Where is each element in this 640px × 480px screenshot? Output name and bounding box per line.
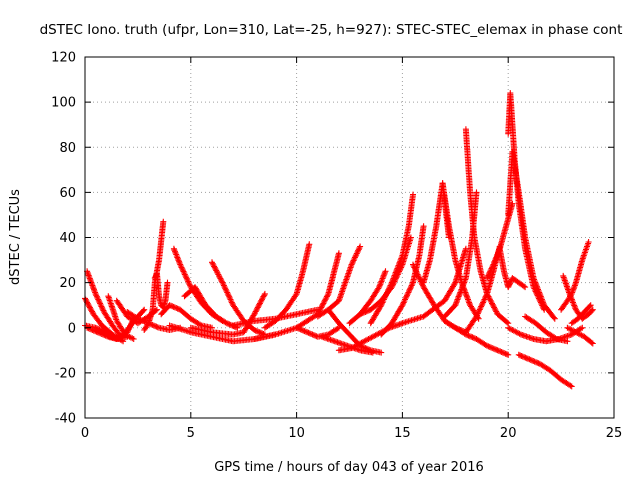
series-marker-path — [230, 306, 321, 329]
data-series-trace — [293, 324, 342, 340]
series-marker-path — [367, 191, 416, 327]
series-marker-path — [515, 351, 575, 390]
series-marker-path — [209, 259, 268, 338]
data-series-trace — [505, 148, 558, 322]
y-axis-label: dSTEC / TECUs — [8, 189, 23, 285]
axis-ticks: 0 5 10 15 20 25 -40 -20 0 20 40 60 80 100 120 — [51, 51, 622, 442]
data-series-trace — [230, 306, 321, 329]
y-tick-label: -20 — [55, 366, 76, 381]
series-marker-path — [564, 324, 596, 347]
y-tick-label: -40 — [55, 412, 76, 427]
chart-title: dSTEC Iono. truth (ufpr, Lon=310, Lat=-2… — [40, 22, 623, 38]
series-marker-path — [439, 180, 482, 322]
data-series-trace — [105, 293, 137, 342]
data-series-trace — [158, 302, 215, 331]
series-marker-path — [293, 324, 342, 340]
series-marker-path — [105, 293, 137, 342]
y-tick-label: 20 — [59, 276, 76, 291]
x-tick-label: 5 — [187, 426, 195, 441]
x-axis-label: GPS time / hours of day 043 of year 2016 — [214, 460, 484, 475]
series-marker-path — [261, 241, 313, 331]
y-tick-label: 100 — [51, 96, 76, 111]
data-series-trace — [439, 180, 482, 322]
series-marker-path — [314, 243, 364, 320]
data-series-trace — [564, 324, 596, 347]
data-series — [82, 90, 596, 390]
series-marker-path — [151, 270, 171, 311]
series-marker-path — [560, 272, 596, 322]
data-series-trace — [151, 270, 171, 311]
series-marker-path — [505, 148, 558, 322]
y-tick-label: 80 — [59, 141, 76, 156]
data-series-trace — [378, 223, 427, 338]
data-series-trace — [462, 126, 512, 327]
y-tick-label: 40 — [59, 231, 76, 246]
x-tick-label: 25 — [606, 426, 623, 441]
data-series-trace — [209, 259, 268, 338]
data-series-trace — [181, 284, 241, 331]
data-series-trace — [515, 351, 575, 390]
x-tick-label: 20 — [500, 426, 517, 441]
series-marker-path — [522, 313, 571, 345]
data-series-trace — [399, 245, 469, 327]
x-tick-label: 15 — [394, 426, 411, 441]
data-series-trace — [441, 318, 512, 358]
data-series-trace — [568, 302, 594, 327]
data-series-trace — [496, 245, 529, 291]
data-series-trace — [367, 191, 416, 327]
series-marker-path — [568, 302, 594, 327]
series-marker-path — [462, 126, 512, 327]
y-tick-label: 0 — [68, 321, 76, 336]
series-marker-path — [84, 268, 124, 340]
data-series-trace — [522, 313, 571, 345]
x-tick-label: 10 — [288, 426, 305, 441]
data-series-trace — [560, 272, 596, 322]
data-series-trace — [84, 268, 124, 340]
y-tick-label: 60 — [59, 186, 76, 201]
y-tick-label: 120 — [51, 51, 76, 66]
series-marker-path — [378, 223, 427, 338]
series-marker-path — [441, 318, 512, 358]
series-marker-path — [170, 245, 226, 324]
series-marker-path — [484, 200, 516, 282]
series-marker-path — [399, 245, 469, 327]
series-marker-path — [158, 302, 215, 331]
data-series-trace — [314, 243, 364, 320]
data-series-trace — [261, 241, 313, 331]
series-marker-path — [181, 284, 241, 331]
data-series-trace — [170, 245, 226, 324]
data-series-trace — [484, 200, 516, 282]
x-tick-label: 0 — [81, 426, 89, 441]
series-marker-path — [496, 245, 529, 291]
